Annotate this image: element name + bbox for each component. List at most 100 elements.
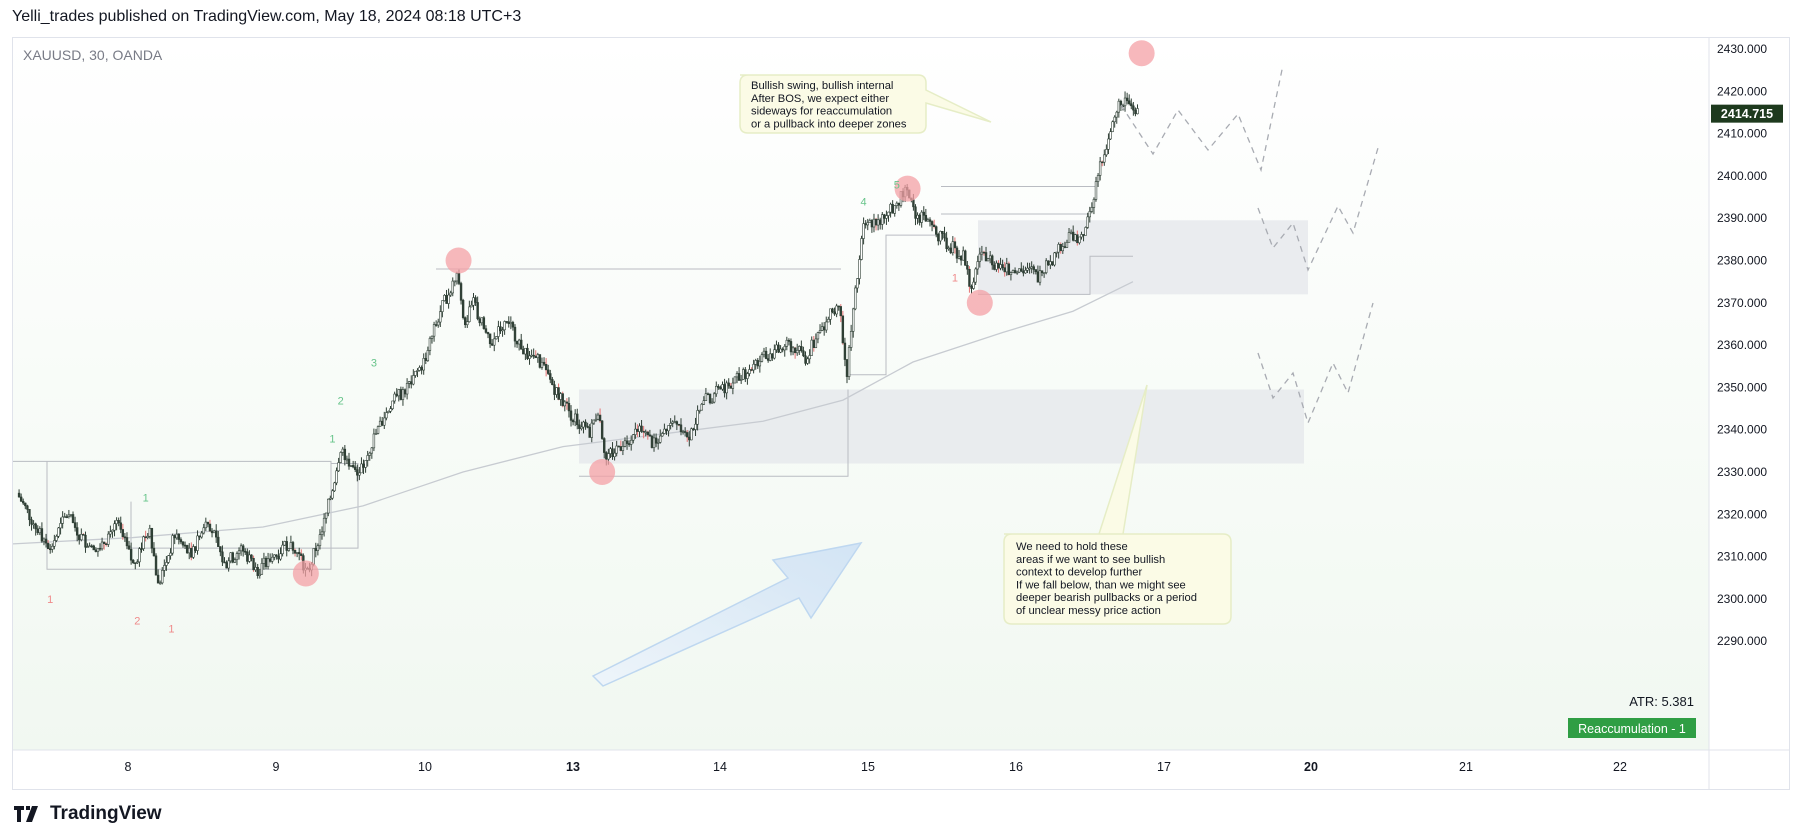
candle bbox=[401, 386, 405, 406]
candle bbox=[922, 206, 925, 221]
candle bbox=[449, 290, 452, 298]
candle bbox=[1040, 270, 1044, 277]
candle bbox=[968, 266, 971, 293]
candle bbox=[360, 457, 363, 474]
candle bbox=[206, 521, 210, 528]
candle bbox=[742, 367, 745, 380]
candle bbox=[615, 440, 618, 457]
candle bbox=[1123, 91, 1127, 112]
candle bbox=[486, 331, 490, 339]
candle bbox=[795, 343, 799, 356]
candle bbox=[117, 517, 120, 527]
candle bbox=[493, 332, 496, 352]
candle bbox=[266, 552, 270, 570]
candle bbox=[59, 517, 62, 535]
y-tick-label: 2380.000 bbox=[1717, 254, 1767, 268]
candle bbox=[806, 356, 809, 365]
candle bbox=[51, 543, 54, 553]
structure-line-2 bbox=[848, 234, 941, 376]
y-tick-label: 2300.000 bbox=[1717, 592, 1767, 606]
candle bbox=[474, 295, 477, 306]
candle bbox=[955, 245, 959, 264]
candle bbox=[171, 533, 174, 556]
candle bbox=[578, 419, 581, 434]
candle bbox=[231, 551, 234, 564]
candle bbox=[779, 345, 782, 354]
candle bbox=[476, 296, 479, 321]
y-tick-label: 2340.000 bbox=[1717, 423, 1767, 437]
candle bbox=[125, 532, 129, 550]
candle bbox=[648, 429, 652, 437]
candle bbox=[252, 555, 255, 572]
y-tick-label: 2290.000 bbox=[1717, 634, 1767, 648]
candle bbox=[1130, 98, 1133, 110]
candle bbox=[322, 513, 326, 537]
candle bbox=[712, 391, 716, 404]
candle bbox=[405, 378, 409, 400]
x-tick-label: 14 bbox=[713, 760, 727, 774]
candle bbox=[511, 320, 515, 331]
candle bbox=[447, 288, 450, 309]
candle bbox=[881, 212, 884, 230]
candle bbox=[825, 316, 828, 333]
candle bbox=[169, 548, 172, 560]
demand-zone-lower bbox=[579, 389, 1304, 464]
candle bbox=[1028, 262, 1031, 274]
candle bbox=[576, 408, 579, 430]
candle bbox=[991, 254, 994, 270]
candle bbox=[17, 489, 21, 498]
candle bbox=[430, 335, 434, 344]
candle bbox=[852, 307, 855, 338]
candle bbox=[841, 310, 845, 345]
candle bbox=[650, 434, 654, 449]
candle bbox=[700, 402, 703, 411]
candle bbox=[22, 498, 25, 505]
candle bbox=[862, 217, 865, 245]
candle bbox=[764, 347, 768, 360]
swing-point-marker bbox=[1128, 40, 1155, 67]
candle bbox=[470, 300, 473, 308]
swing-point-marker bbox=[445, 247, 472, 274]
candle bbox=[1111, 120, 1114, 133]
projection-path-low bbox=[1257, 302, 1374, 425]
candle bbox=[748, 364, 751, 377]
candle bbox=[385, 407, 388, 421]
candle bbox=[854, 285, 857, 311]
candle bbox=[291, 540, 295, 555]
candle bbox=[538, 354, 542, 369]
candle bbox=[499, 321, 502, 334]
candle bbox=[256, 563, 259, 579]
y-tick-label: 2430.000 bbox=[1717, 42, 1767, 56]
candle bbox=[893, 205, 896, 217]
candle bbox=[1018, 268, 1021, 273]
candle bbox=[109, 525, 112, 538]
candle bbox=[656, 438, 660, 450]
candle bbox=[387, 410, 390, 414]
candle bbox=[600, 420, 604, 440]
candle bbox=[488, 333, 492, 348]
x-tick-label: 22 bbox=[1613, 760, 1627, 774]
x-tick-label: 8 bbox=[125, 760, 132, 774]
candle bbox=[374, 428, 378, 435]
candle bbox=[569, 405, 573, 427]
candle bbox=[102, 541, 106, 550]
candle bbox=[19, 493, 23, 502]
candle bbox=[463, 316, 467, 328]
candle bbox=[414, 370, 417, 378]
candle bbox=[331, 489, 334, 500]
candle bbox=[974, 267, 977, 286]
candle bbox=[1007, 261, 1011, 276]
candle bbox=[592, 419, 596, 425]
candle bbox=[451, 277, 454, 297]
candle bbox=[111, 529, 114, 538]
candle bbox=[389, 405, 392, 414]
candle bbox=[127, 540, 131, 550]
candle bbox=[1090, 202, 1094, 214]
wave-count-label: 3 bbox=[371, 357, 377, 369]
candle bbox=[364, 459, 367, 473]
tradingview-footer[interactable]: TradingView bbox=[14, 803, 162, 825]
candle bbox=[53, 534, 56, 550]
candle bbox=[847, 344, 851, 380]
